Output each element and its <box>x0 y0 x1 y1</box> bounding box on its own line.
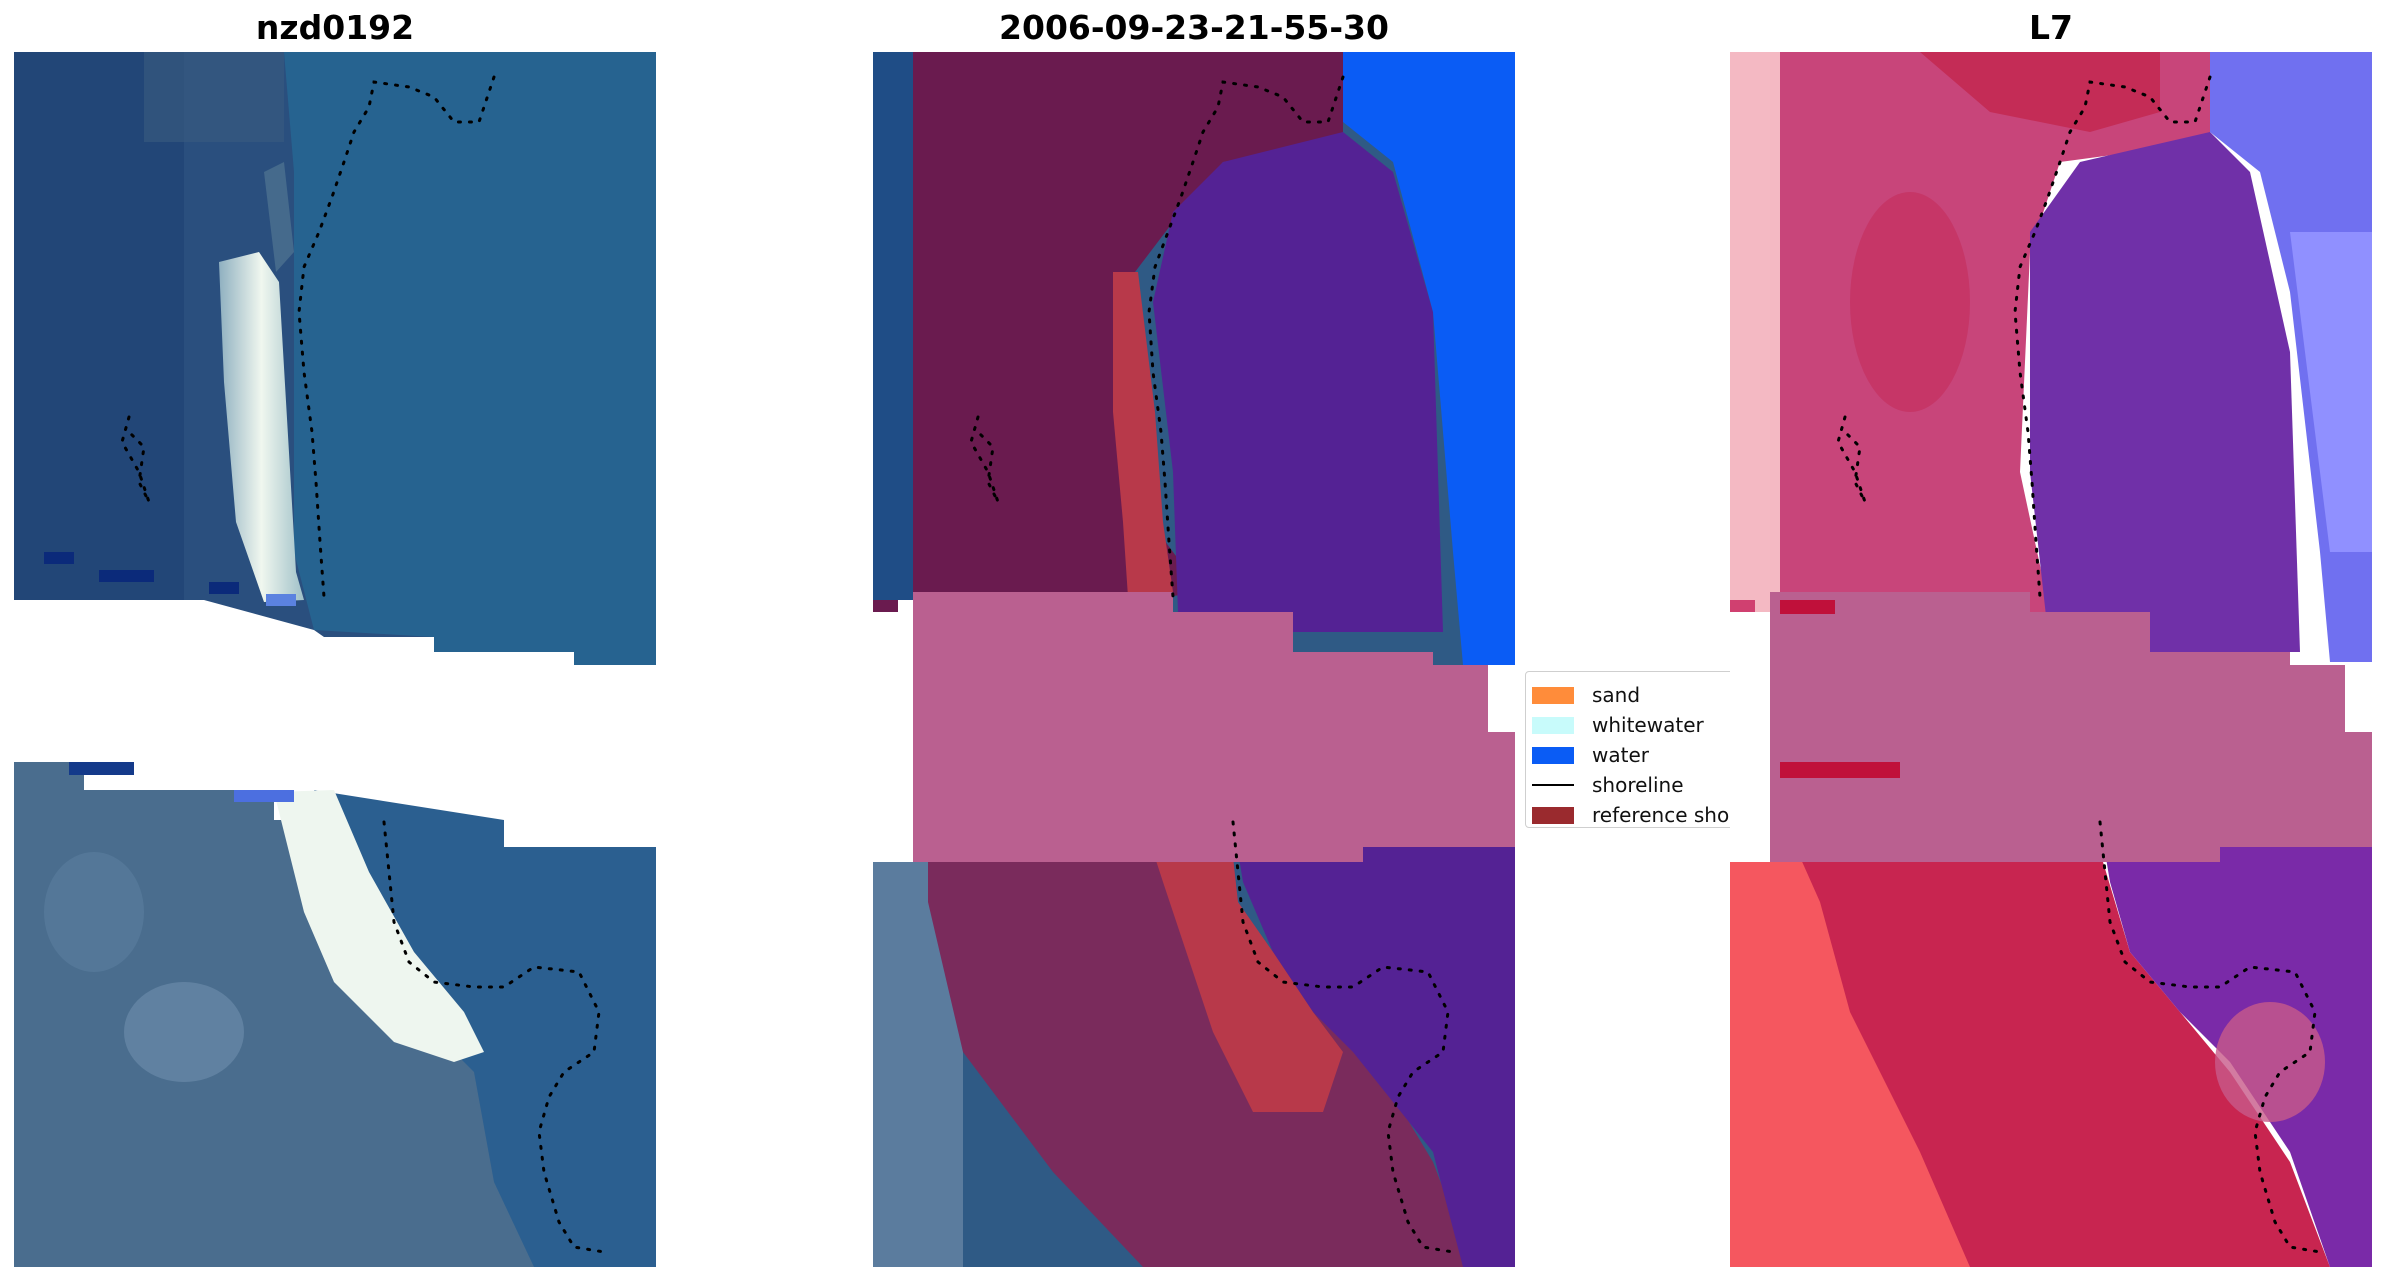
water-swatch <box>1532 746 1574 764</box>
legend-label: sand <box>1592 683 1641 707</box>
classification-panel <box>873 52 1515 1267</box>
reference-shoreline-swatch <box>1532 806 1574 824</box>
legend-label: whitewater <box>1592 713 1704 737</box>
rgb-image-panel <box>14 52 656 1267</box>
classification-image <box>873 52 1515 1267</box>
whitewater-swatch <box>1532 716 1574 734</box>
title-rgb: nzd0192 <box>255 8 415 47</box>
legend-label: shoreline <box>1592 773 1684 797</box>
legend-item-sand: sand <box>1532 680 1640 710</box>
legend-item-water: water <box>1532 740 1649 770</box>
legend-item-shoreline: shoreline <box>1532 770 1684 800</box>
title-date: 2006-09-23-21-55-30 <box>999 8 1389 47</box>
sand-swatch <box>1532 686 1574 704</box>
title-satellite: L7 <box>2029 8 2073 47</box>
legend-label: water <box>1592 743 1649 767</box>
rgb-image <box>14 52 656 1267</box>
legend-item-whitewater: whitewater <box>1532 710 1704 740</box>
shoreline-line-swatch <box>1532 784 1574 786</box>
mndwi-image <box>1730 52 2372 1267</box>
mndwi-panel <box>1730 52 2372 1267</box>
